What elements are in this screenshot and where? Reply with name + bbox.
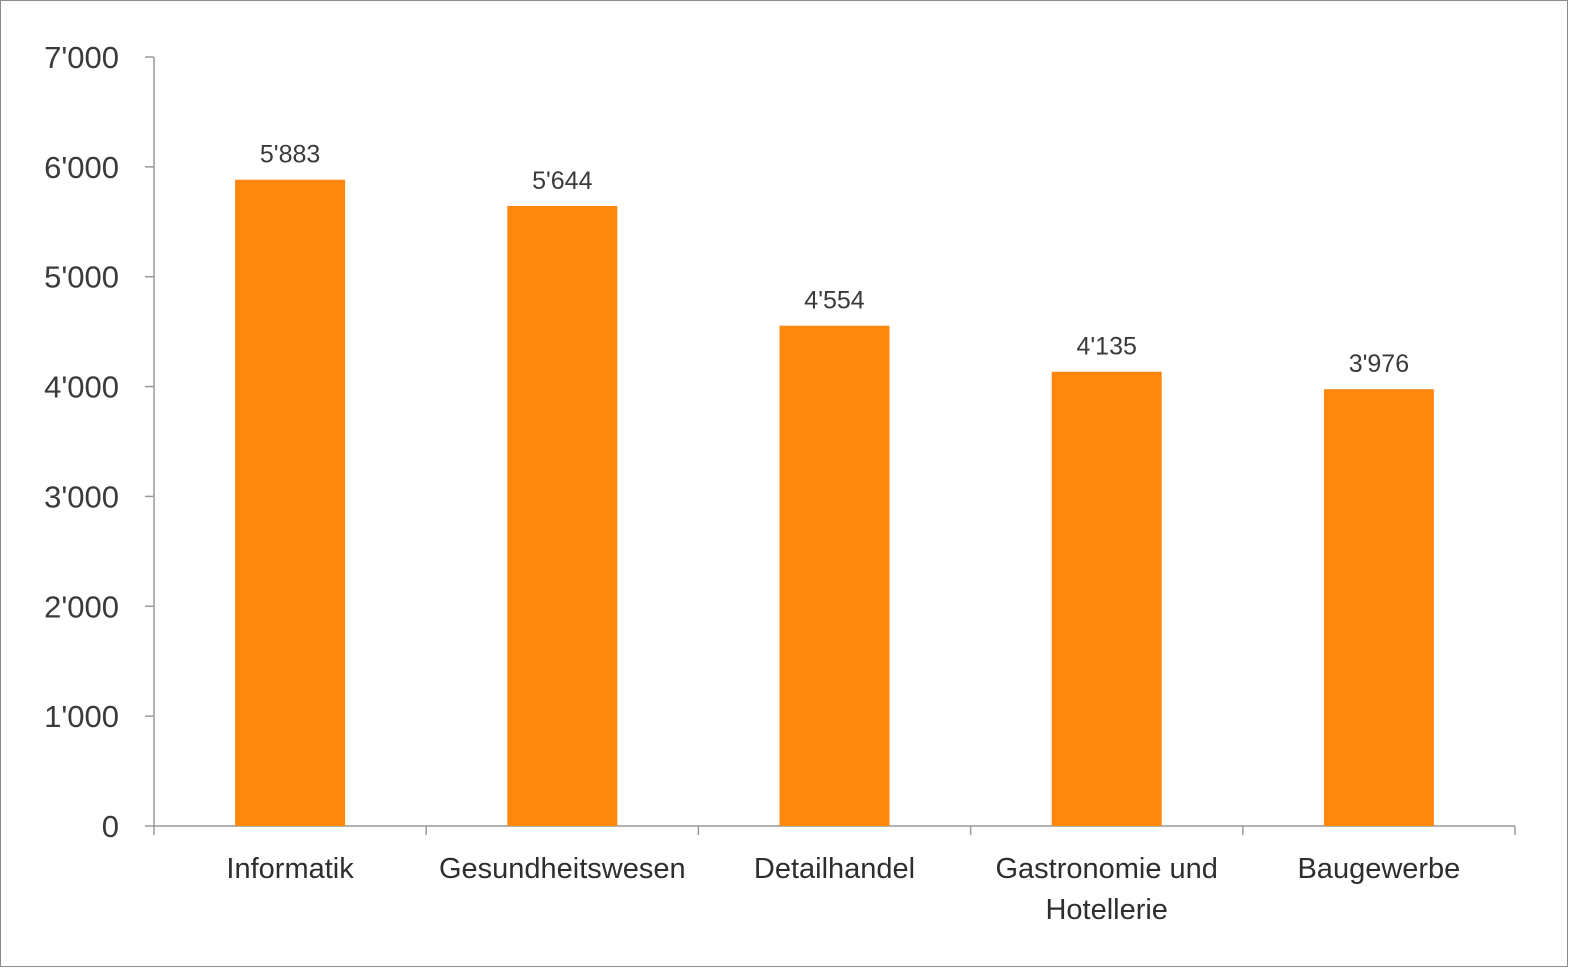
y-tick-label: 5'000 [44, 260, 119, 295]
bar [235, 179, 346, 826]
y-tick-label: 6'000 [44, 150, 119, 185]
bar [507, 205, 618, 826]
data-label: 4'554 [804, 287, 864, 315]
category-label: Detailhandel [754, 853, 915, 885]
category-label: Hotellerie [1045, 894, 1168, 926]
data-label: 3'976 [1349, 350, 1409, 378]
category-label: Gesundheitswesen [439, 853, 686, 885]
y-tick-label: 1'000 [44, 699, 119, 734]
y-tick-label: 2'000 [44, 589, 119, 624]
bars [235, 179, 1434, 826]
data-label: 4'135 [1077, 333, 1137, 361]
category-label: Informatik [226, 853, 354, 885]
y-tick-label: 4'000 [44, 370, 119, 405]
axes: 0 1'000 2'000 3'000 4'000 5'000 6'000 7'000 [44, 40, 1516, 844]
data-label: 5'644 [532, 167, 592, 195]
chart-frame: 0 1'000 2'000 3'000 4'000 5'000 6'000 7'000 5'8… [0, 0, 1568, 967]
bar [779, 325, 890, 826]
bar [1051, 371, 1162, 826]
category-label: Baugewerbe [1297, 853, 1460, 885]
y-tick-label: 7'000 [44, 40, 119, 75]
y-tick-label: 3'000 [44, 479, 119, 514]
bar [1323, 389, 1434, 826]
labels: 5'883 Informatik 5'644 Gesundheitswesen 4'55… [226, 141, 1460, 926]
data-label: 5'883 [260, 141, 320, 169]
category-label: Gastronomie und [995, 853, 1217, 885]
bar-chart: 0 1'000 2'000 3'000 4'000 5'000 6'000 7'000 5'8… [44, 40, 1516, 926]
y-tick-label: 0 [102, 809, 119, 844]
